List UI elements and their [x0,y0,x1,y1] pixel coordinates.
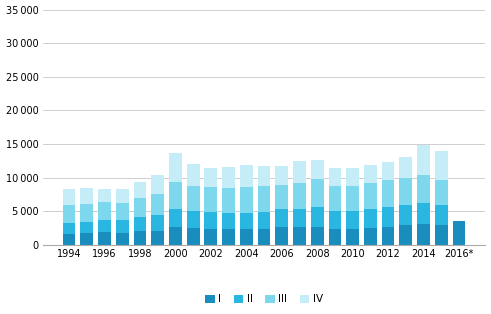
Bar [435,180,448,205]
Bar [346,229,359,245]
Bar [187,228,199,245]
Bar [399,205,412,225]
Bar [275,185,288,209]
Bar [116,233,129,245]
Bar [382,180,394,207]
Bar [311,207,324,227]
Bar [328,211,341,229]
Bar [151,175,164,194]
Bar [240,187,253,213]
Bar [417,175,430,203]
Bar [204,187,217,212]
Bar [81,204,93,222]
Bar [382,162,394,180]
Bar [116,220,129,233]
Bar [187,211,199,228]
Bar [364,183,377,209]
Bar [169,182,182,209]
Bar [382,227,394,245]
Bar [311,179,324,207]
Bar [81,222,93,234]
Bar [399,225,412,245]
Bar [63,223,76,234]
Bar [435,225,448,245]
Bar [328,168,341,187]
Bar [151,215,164,231]
Bar [258,166,271,187]
Bar [134,182,146,198]
Bar [328,187,341,211]
Bar [204,212,217,229]
Bar [116,189,129,203]
Bar [275,166,288,185]
Bar [311,160,324,179]
Bar [240,213,253,230]
Bar [98,189,111,202]
Bar [240,165,253,187]
Bar [258,212,271,229]
Bar [346,211,359,229]
Bar [293,161,306,183]
Bar [116,203,129,220]
Bar [134,217,146,231]
Bar [187,187,199,211]
Bar [169,153,182,182]
Bar [187,164,199,187]
Bar [222,167,235,188]
Bar [258,229,271,245]
Bar [63,234,76,245]
Bar [417,224,430,245]
Bar [417,203,430,224]
Bar [81,234,93,245]
Bar [204,229,217,245]
Bar [134,231,146,245]
Bar [258,187,271,212]
Bar [346,168,359,186]
Bar [435,205,448,225]
Bar [98,220,111,232]
Bar [346,186,359,211]
Legend: I, II, III, IV: I, II, III, IV [201,290,327,308]
Bar [63,189,76,205]
Bar [240,230,253,245]
Bar [169,209,182,227]
Bar [435,151,448,180]
Bar [275,227,288,245]
Bar [328,229,341,245]
Bar [151,194,164,215]
Bar [204,168,217,187]
Bar [399,157,412,178]
Bar [293,209,306,227]
Bar [293,227,306,245]
Bar [222,188,235,213]
Bar [275,209,288,227]
Bar [81,188,93,204]
Bar [293,183,306,209]
Bar [417,145,430,175]
Bar [364,209,377,228]
Bar [98,202,111,220]
Bar [134,198,146,217]
Bar [364,165,377,183]
Bar [311,227,324,245]
Bar [63,205,76,223]
Bar [399,178,412,205]
Bar [222,213,235,229]
Bar [453,221,465,245]
Bar [382,207,394,227]
Bar [151,231,164,245]
Bar [222,229,235,245]
Bar [364,228,377,245]
Bar [169,227,182,245]
Bar [98,232,111,245]
